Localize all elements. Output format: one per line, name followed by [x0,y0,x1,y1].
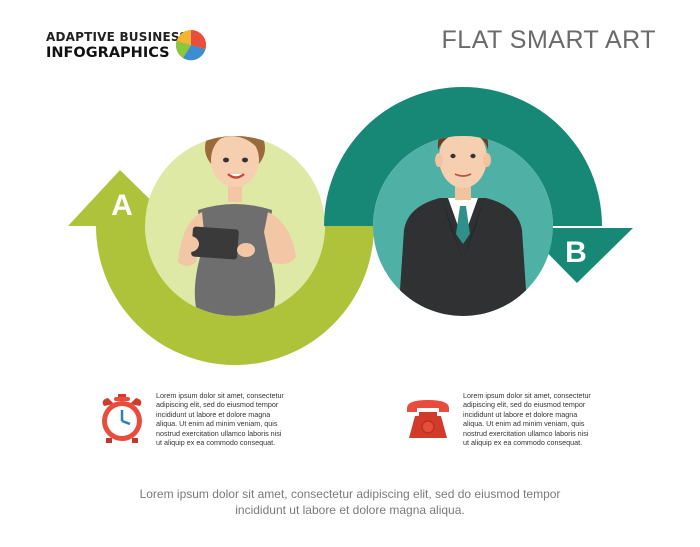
logo-line2: INFOGRAPHICS [46,45,170,61]
footer-line2: incididunt ut labore et dolore magna ali… [235,503,465,517]
item-1-line: ut aliquip ex ea commodo consequat. [156,438,276,448]
item-2-line: nostrud exercitation ullamco laboris nis… [463,428,589,438]
telephone-icon [407,400,449,438]
item-2-text: Lorem ipsum dolor sit amet, consectetur … [463,391,613,447]
man-figure [398,136,528,316]
arc-a [96,226,374,365]
footer-text: Lorem ipsum dolor sit amet, consectetur … [0,486,700,518]
label-a: A [111,189,133,222]
logo: ADAPTIVE BUSINESS INFOGRAPHICS [46,30,188,61]
alarm-clock-icon [102,394,142,443]
pie-logo-icon [175,29,207,61]
item-1-line: Lorem ipsum dolor sit amet, consectetur [156,391,284,400]
item-1-text: Lorem ipsum dolor sit amet, consectetur … [156,391,306,447]
logo-line1: ADAPTIVE BUSINESS [46,30,189,44]
item-1-line: adipiscing elit, sed do eiusmod tempor [156,400,279,410]
page-title: FLAT SMART ART [441,26,656,54]
item-2-line: Lorem ipsum dolor sit amet, consectetur [463,391,591,400]
item-2-line: ut aliquip ex ea commodo consequat. [463,438,583,448]
arc-b [324,87,602,226]
item-1-line: incididunt ut labore et dolore magna [156,409,271,419]
item-2-line: aliqua. Ut enim ad minim veniam, quis [463,419,585,429]
item-1-line: nostrud exercitation ullamco laboris nis… [156,428,282,438]
label-b: B [565,236,587,269]
footer-line1: Lorem ipsum dolor sit amet, consectetur … [139,487,561,501]
item-2-line: incididunt ut labore et dolore magna [463,409,578,419]
item-2-line: adipiscing elit, sed do eiusmod tempor [463,400,586,410]
item-1-line: aliqua. Ut enim ad minim veniam, quis [156,419,278,429]
woman-figure [178,136,296,316]
flow-diagram: A B [68,87,633,365]
